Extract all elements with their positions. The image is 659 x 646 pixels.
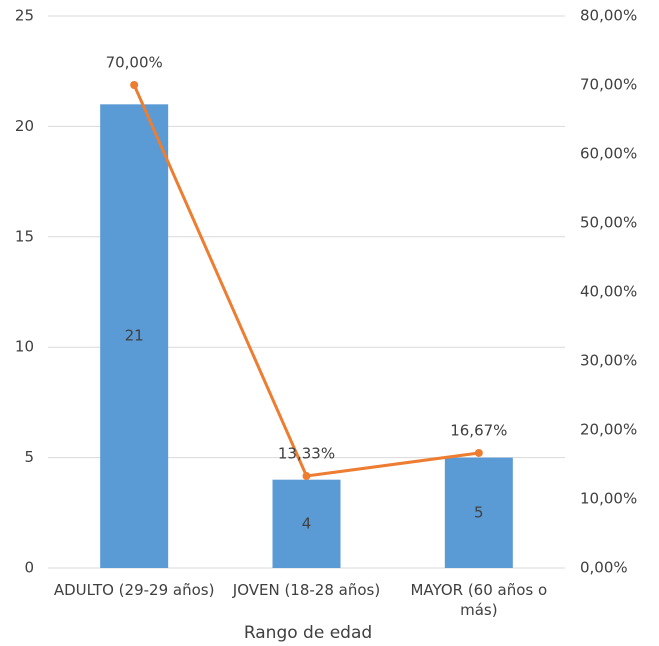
bar	[444, 457, 513, 568]
bar-value-label: 5	[474, 503, 484, 521]
y-tick-label: 20	[15, 117, 34, 135]
y2-tick-label: 70,00%	[580, 76, 637, 94]
line-point	[302, 472, 311, 481]
y2-tick-label: 30,00%	[580, 352, 637, 370]
line-point	[474, 448, 483, 457]
line	[132, 84, 480, 478]
x-tick-label: MAYOR (60 años o más)	[410, 581, 548, 619]
y-tick-label: 15	[15, 227, 34, 245]
bar	[100, 104, 169, 568]
y-tick-label: 10	[15, 338, 34, 356]
x-tick-label: ADULTO (29-29 años)	[53, 581, 215, 599]
bar-value-label: 4	[302, 514, 312, 532]
x-tick-label: JOVEN (18-28 años)	[232, 581, 381, 599]
y2-tick-label: 0,00%	[580, 559, 628, 577]
y2-tick-label: 60,00%	[580, 145, 637, 163]
y-tick-label: 0	[24, 559, 34, 577]
line-value-label: 70,00%	[106, 54, 163, 72]
y2-tick-label: 40,00%	[580, 283, 637, 301]
bar	[272, 479, 341, 568]
y2-tick-label: 10,00%	[580, 490, 637, 508]
line-value-label: 16,67%	[450, 421, 507, 439]
bar-value-label: 21	[125, 327, 144, 345]
line-value-label: 13,33%	[278, 445, 335, 463]
y2-tick-label: 20,00%	[580, 421, 637, 439]
y-tick-label: 5	[24, 448, 34, 466]
line-point	[130, 81, 139, 89]
y-tick-label: 25	[15, 7, 34, 25]
y2-tick-label: 50,00%	[580, 214, 637, 232]
x-axis-title: Rango de edad	[243, 623, 373, 643]
y2-tick-label: 80,00%	[580, 7, 637, 25]
